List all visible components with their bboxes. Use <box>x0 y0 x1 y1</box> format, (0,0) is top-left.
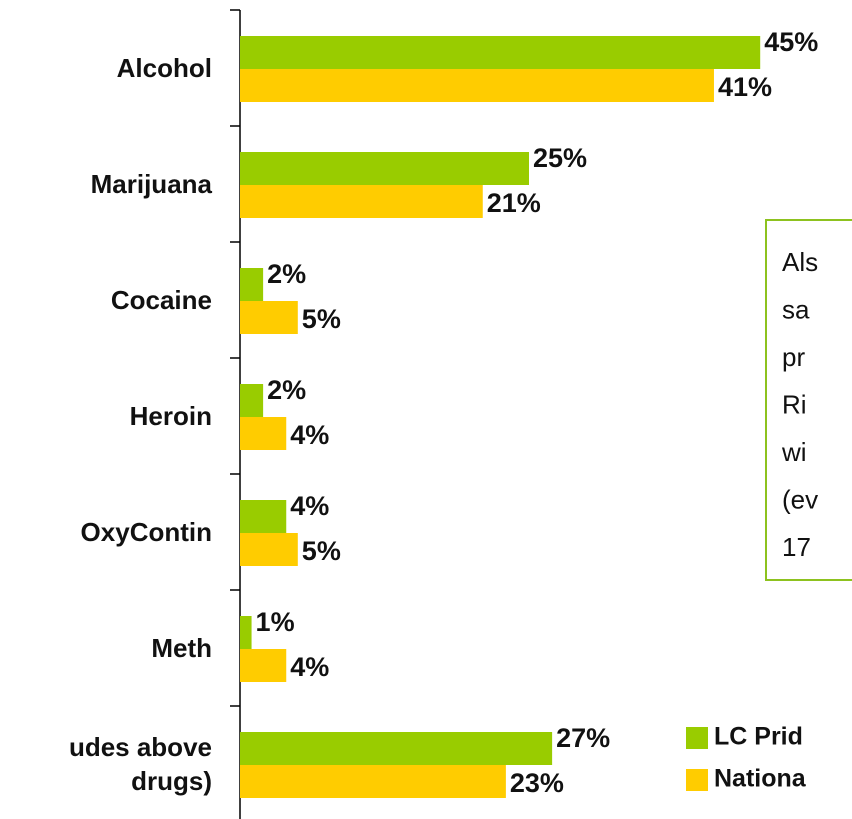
value-label: 23% <box>510 768 564 798</box>
value-label: 41% <box>718 72 772 102</box>
value-label: 5% <box>302 536 341 566</box>
bar <box>240 533 298 566</box>
bar <box>240 36 761 69</box>
category-label: Marijuana <box>90 169 212 199</box>
category-label: udes above drugs) <box>68 732 212 796</box>
category-label: OxyContin <box>80 517 212 547</box>
bar <box>240 616 252 649</box>
bar <box>240 500 287 533</box>
category-label: Meth <box>151 633 212 663</box>
value-label: 4% <box>290 652 329 682</box>
bar <box>240 185 483 218</box>
bar <box>240 301 298 334</box>
bar <box>240 69 714 102</box>
bar <box>240 417 287 450</box>
annotation-text: Als <box>782 247 818 277</box>
annotation-text: pr <box>782 342 805 372</box>
value-label: 4% <box>290 491 329 521</box>
value-label: 2% <box>267 375 306 405</box>
annotation-text: sa <box>782 294 810 324</box>
category-label: Alcohol <box>116 53 212 83</box>
annotation-text: wi <box>781 437 807 467</box>
bar <box>240 384 264 417</box>
annotation-text: Ri <box>782 389 807 419</box>
annotation-box <box>765 219 852 581</box>
annotation-text: (ev <box>782 484 818 514</box>
bar <box>240 268 264 301</box>
bar <box>240 152 529 185</box>
value-label: 21% <box>487 188 541 218</box>
legend-label: LC Prid <box>714 723 803 751</box>
bar <box>240 765 506 798</box>
category-label: Cocaine <box>110 285 212 315</box>
value-label: 5% <box>302 304 341 334</box>
legend-swatch <box>686 769 708 791</box>
category-label: Heroin <box>129 401 212 431</box>
value-label: 1% <box>256 607 295 637</box>
bar <box>240 649 287 682</box>
annotation-text: 17 <box>782 532 811 562</box>
value-label: 27% <box>556 723 610 753</box>
value-label: 4% <box>290 420 329 450</box>
legend-swatch <box>686 727 708 749</box>
value-label: 25% <box>533 143 587 173</box>
value-label: 45% <box>764 27 818 57</box>
legend-label: Nationa <box>714 765 807 793</box>
value-label: 2% <box>267 259 306 289</box>
bar <box>240 732 553 765</box>
